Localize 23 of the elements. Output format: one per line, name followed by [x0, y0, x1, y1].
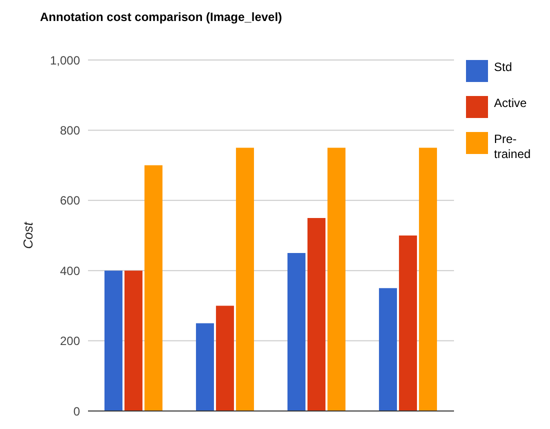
chart-title: Annotation cost comparison (Image_level): [40, 10, 282, 24]
bar: [307, 218, 326, 411]
bar: [418, 148, 437, 411]
bar: [398, 236, 417, 411]
y-tick-label: 0: [73, 404, 80, 418]
y-tick-label: 200: [60, 334, 80, 348]
bar: [236, 148, 254, 411]
y-axis-title: Cost: [20, 220, 36, 249]
legend-label: Pre-trained: [494, 132, 531, 162]
bar: [327, 148, 346, 411]
legend-label: Std: [494, 60, 514, 75]
legend-label: Active: [494, 96, 528, 111]
y-tick-label: 600: [60, 194, 80, 208]
bar: [287, 253, 306, 411]
bar: [144, 165, 162, 411]
y-tick-label: 400: [60, 264, 80, 278]
bar: [196, 323, 214, 411]
bar: [124, 270, 142, 411]
bar: [104, 270, 122, 411]
y-tick-label: 800: [60, 123, 80, 138]
y-tick-label: 1,000: [50, 53, 80, 68]
bar: [378, 288, 397, 411]
bar: [216, 306, 234, 411]
